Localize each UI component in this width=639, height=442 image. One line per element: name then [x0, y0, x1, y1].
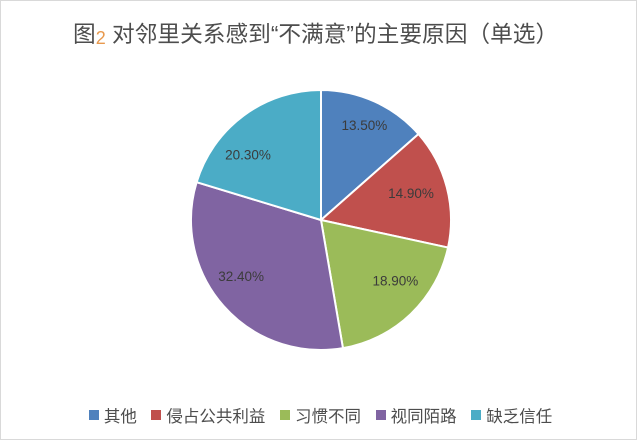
svg-text:14.90%: 14.90% [388, 186, 434, 201]
svg-text:32.40%: 32.40% [218, 269, 264, 284]
svg-text:20.30%: 20.30% [225, 148, 271, 163]
svg-text:18.90%: 18.90% [373, 274, 419, 289]
svg-text:13.50%: 13.50% [342, 118, 388, 133]
